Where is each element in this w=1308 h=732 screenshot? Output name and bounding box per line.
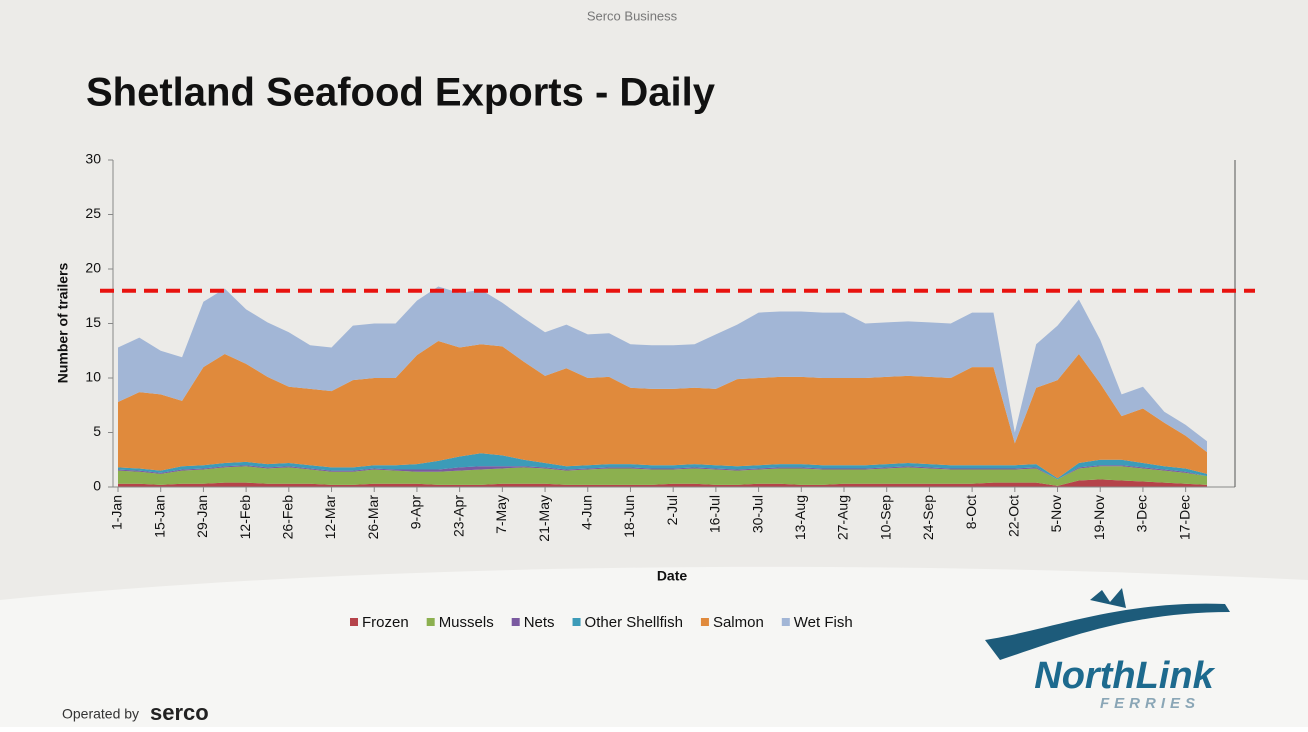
x-tick-label: 10-Sep bbox=[877, 495, 893, 540]
chart-title: Shetland Seafood Exports - Daily bbox=[86, 71, 716, 115]
x-tick-label: 24-Sep bbox=[920, 495, 936, 540]
legend-swatch bbox=[572, 618, 581, 626]
legend-label: Salmon bbox=[713, 614, 764, 631]
legend-label: Frozen bbox=[362, 614, 409, 631]
legend: Frozen Mussels Nets Other Shellfish Salmon We… bbox=[350, 614, 853, 631]
area-nets bbox=[118, 465, 1207, 480]
legend-label: Nets bbox=[524, 614, 555, 631]
area-salmon bbox=[118, 340, 1207, 479]
background-swoosh bbox=[0, 566, 1308, 727]
legend-label: Mussels bbox=[439, 614, 494, 631]
y-tick-label: 0 bbox=[93, 478, 101, 494]
x-tick-label: 7-May bbox=[493, 495, 509, 534]
x-tick-label: 19-Nov bbox=[1091, 495, 1107, 540]
legend-swatch bbox=[426, 618, 435, 626]
area-other-shellfish bbox=[118, 453, 1207, 480]
footer-operated: Operated by bbox=[62, 706, 139, 722]
x-tick-label: 27-Aug bbox=[835, 495, 851, 540]
x-tick-label: 26-Feb bbox=[280, 495, 296, 540]
area-wet-fish bbox=[118, 286, 1207, 453]
legend-swatch bbox=[511, 618, 520, 626]
y-tick-label: 20 bbox=[85, 260, 101, 276]
x-tick-label: 4-Jun bbox=[578, 495, 594, 530]
x-tick-label: 17-Dec bbox=[1176, 495, 1192, 540]
x-tick-label: 3-Dec bbox=[1134, 495, 1150, 532]
header: Serco Business bbox=[587, 8, 678, 23]
x-tick-label: 21-May bbox=[536, 495, 552, 542]
plot-area: 0 5 10 15 20 25 30 1-Jan 15-Jan 29-Jan 12-Feb 26-Fe… bbox=[85, 151, 1255, 542]
legend-label: Wet Fish bbox=[794, 614, 853, 631]
x-tick-label: 29-Jan bbox=[194, 495, 210, 538]
logo: NorthLink FERRIES bbox=[985, 588, 1230, 712]
y-tick-label: 5 bbox=[93, 423, 101, 439]
logo-name: NorthLink bbox=[1034, 655, 1215, 697]
x-axis-label: Date bbox=[657, 568, 688, 584]
logo-sub: FERRIES bbox=[1100, 695, 1200, 712]
x-tick-label: 23-Apr bbox=[450, 495, 466, 537]
x-tick-label: 18-Jun bbox=[621, 495, 637, 538]
area-mussels bbox=[118, 466, 1207, 486]
x-tick-label: 12-Feb bbox=[237, 495, 253, 540]
logo-figure bbox=[1090, 588, 1126, 608]
logo-swoosh bbox=[985, 603, 1230, 660]
x-tick-label: 16-Jul bbox=[707, 495, 723, 533]
x-tick-label: 2-Jul bbox=[664, 495, 680, 525]
x-tick-label: 15-Jan bbox=[151, 495, 167, 538]
y-tick-label: 10 bbox=[85, 369, 101, 385]
y-tick-label: 15 bbox=[85, 314, 101, 330]
y-axis-label: Number of trailers bbox=[55, 262, 71, 383]
x-tick-label: 22-Oct bbox=[1006, 495, 1022, 537]
footer-brand: serco bbox=[150, 700, 209, 725]
x-tick-label: 8-Oct bbox=[963, 495, 979, 529]
x-tick-label: 13-Aug bbox=[792, 495, 808, 540]
y-tick-label: 25 bbox=[85, 205, 101, 221]
x-tick-label: 1-Jan bbox=[109, 495, 125, 530]
y-tick-label: 30 bbox=[85, 151, 101, 167]
x-tick-label: 5-Nov bbox=[1048, 495, 1064, 532]
legend-swatch bbox=[700, 618, 709, 626]
x-tick-label: 26-Mar bbox=[365, 495, 381, 540]
x-tick-label: 12-Mar bbox=[322, 495, 338, 540]
x-tick-label: 30-Jul bbox=[749, 495, 765, 533]
legend-swatch bbox=[781, 618, 790, 626]
legend-label: Other Shellfish bbox=[585, 614, 683, 631]
legend-swatch bbox=[350, 618, 358, 626]
area-frozen bbox=[118, 479, 1207, 487]
x-tick-label: 9-Apr bbox=[408, 495, 424, 530]
